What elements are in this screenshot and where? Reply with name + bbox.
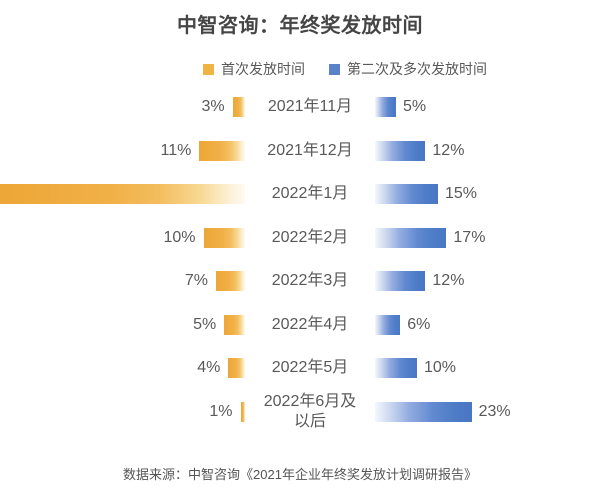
- second-value-label: 12%: [432, 141, 465, 159]
- second-bar: [375, 314, 401, 335]
- legend-item-second: 第二次及多次发放时间: [329, 59, 487, 79]
- category-label: 2022年4月: [271, 315, 349, 333]
- category-label: 2021年11月: [267, 98, 353, 115]
- second-value-label: 23%: [478, 402, 511, 420]
- category-label: 2022年1月: [271, 185, 349, 202]
- second-value-label: 12%: [432, 272, 465, 289]
- data-source: 数据来源：中智咨询《2021年企业年终奖发放计划调研报告》: [123, 467, 477, 482]
- first-value-label: 1%: [209, 402, 233, 420]
- second-bar: [375, 271, 426, 291]
- chart-title: 中智咨询：年终奖发放时间: [177, 15, 423, 37]
- first-value-label: 7%: [184, 272, 208, 289]
- first-bar: [240, 401, 245, 422]
- first-value-label: 11%: [160, 141, 192, 159]
- first-bar: [228, 358, 245, 378]
- table-row: 1% 2022年6月及 以后 23%: [0, 390, 600, 434]
- first-bar: [215, 271, 245, 291]
- table-row: 10% 2022年2月 17%: [0, 216, 600, 260]
- second-value-label: 10%: [424, 359, 457, 376]
- table-row: 5% 2022年4月 6%: [0, 303, 600, 347]
- second-value-label: 5%: [403, 98, 427, 115]
- second-value-label: 17%: [453, 228, 486, 246]
- first-bar: [203, 227, 245, 248]
- category-label: 2022年6月及 以后: [263, 392, 357, 430]
- table-row: 3% 2021年11月 5%: [0, 85, 600, 129]
- first-bar: [0, 184, 245, 204]
- first-bar: [232, 97, 245, 117]
- legend-swatch-first-icon: [203, 63, 214, 75]
- bar-rows: 3%2021年11月5%11%2021年12月12%59%2022年1月15%1…: [0, 85, 600, 437]
- first-value-label: 10%: [163, 228, 196, 246]
- first-value-label: 4%: [197, 359, 221, 376]
- second-bar: [375, 140, 426, 161]
- table-row: 7% 2022年3月 12%: [0, 259, 600, 303]
- table-row: 4% 2022年5月 10%: [0, 346, 600, 390]
- legend-item-first: 首次发放时间: [203, 59, 305, 79]
- category-label: 2022年3月: [271, 272, 349, 289]
- legend-label-second: 第二次及多次发放时间: [347, 61, 487, 77]
- legend: 首次发放时间 第二次及多次发放时间: [45, 59, 600, 79]
- table-row: 11% 2021年12月 12%: [0, 129, 600, 173]
- legend-swatch-second-icon: [329, 63, 340, 75]
- legend-label-first: 首次发放时间: [221, 61, 305, 77]
- first-value-label: 3%: [201, 98, 225, 115]
- first-bar: [199, 140, 245, 161]
- first-value-label: 5%: [193, 315, 217, 333]
- second-value-label: 6%: [407, 315, 431, 333]
- category-label: 2022年2月: [271, 228, 349, 246]
- second-bar: [375, 227, 447, 248]
- category-label: 2021年12月: [267, 141, 353, 159]
- second-bar: [375, 184, 438, 204]
- second-value-label: 15%: [445, 185, 478, 202]
- first-bar: [224, 314, 245, 335]
- second-bar: [375, 401, 472, 422]
- second-bar: [375, 358, 417, 378]
- category-label: 2022年5月: [271, 359, 349, 376]
- second-bar: [375, 97, 396, 117]
